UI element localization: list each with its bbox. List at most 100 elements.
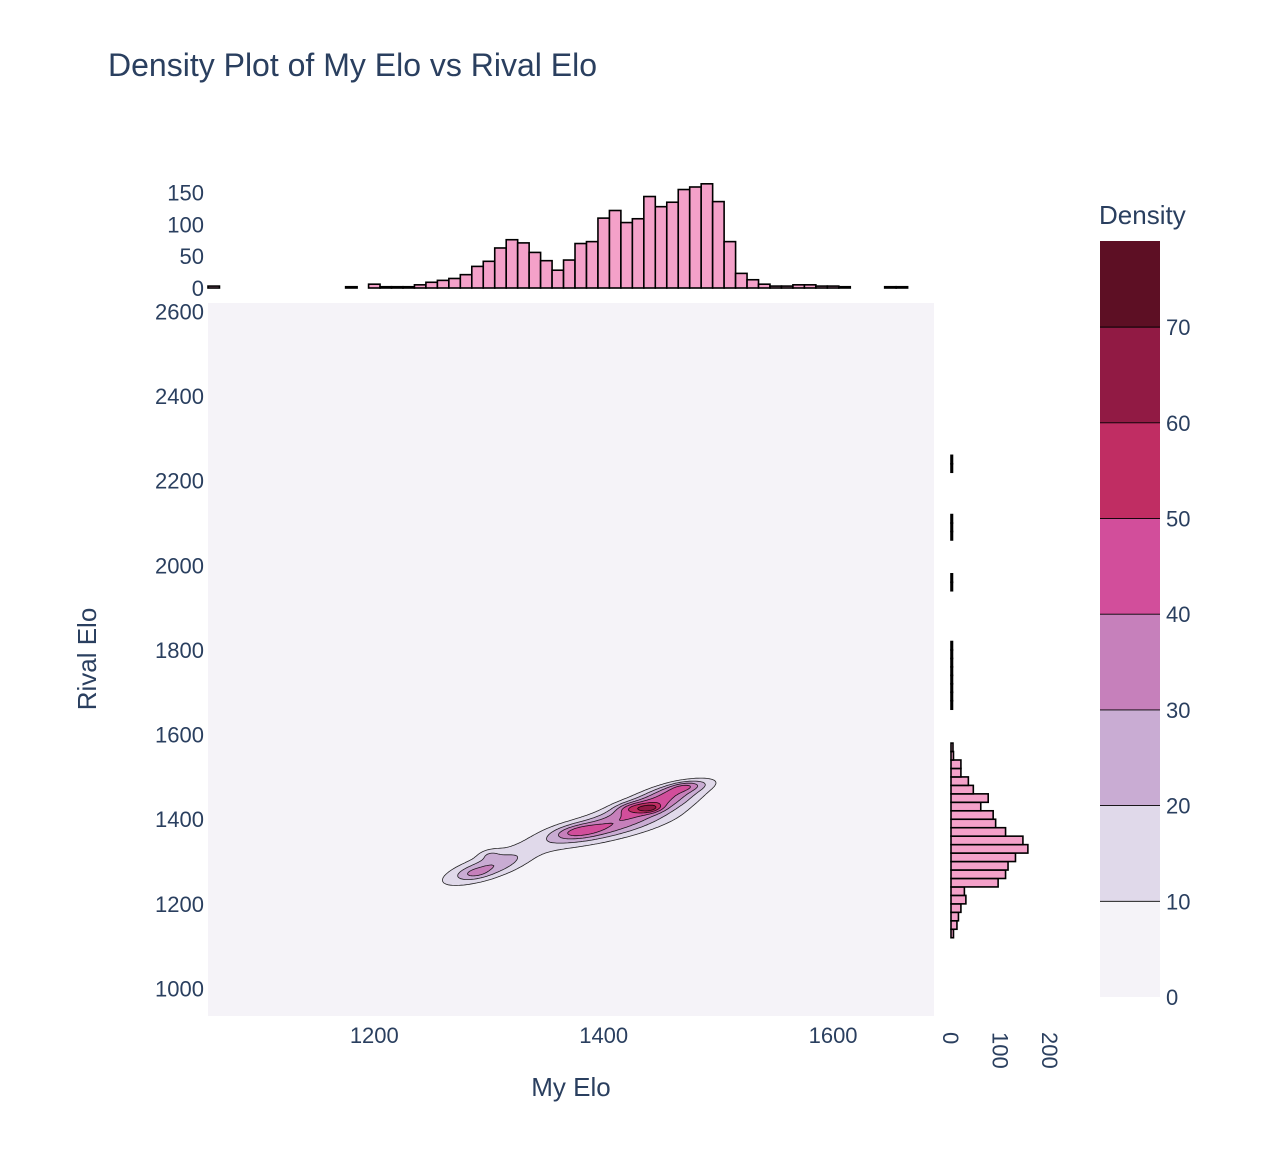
y-histogram-bar	[950, 852, 1017, 863]
y-tick-label: 2400	[155, 384, 204, 409]
x-histogram-bar	[792, 284, 806, 289]
x-histogram-bar	[665, 201, 680, 289]
y-histogram-bar	[950, 454, 954, 465]
y-histogram-bar	[950, 581, 954, 592]
x-histogram-bar	[344, 285, 358, 289]
x-histogram-bar	[895, 285, 909, 289]
y-tick-label: 1000	[155, 976, 204, 1001]
x-histogram-bar	[413, 284, 427, 289]
y-histogram-bar	[950, 759, 962, 770]
y-histogram-bar	[950, 835, 1024, 846]
x-histogram-bar	[436, 279, 450, 289]
y-tick-label: 1200	[155, 892, 204, 917]
y-histogram-tick: 200	[1037, 1032, 1062, 1069]
y-histogram-bar	[950, 928, 955, 939]
x-histogram-bar	[539, 259, 553, 289]
colorbar-band	[1100, 805, 1160, 902]
x-histogram-bar	[207, 285, 221, 289]
x-histogram-bar	[631, 217, 645, 289]
x-histogram-bar	[711, 200, 725, 289]
y-histogram-bar	[950, 877, 999, 888]
x-histogram-bar	[654, 205, 668, 289]
y-histogram-bar	[950, 666, 954, 677]
y-marginal-histogram	[950, 454, 1029, 939]
y-histogram-bar	[950, 649, 954, 660]
x-histogram-bar	[677, 188, 691, 289]
density-contours	[442, 777, 717, 886]
y-histogram-bar	[950, 903, 962, 914]
colorbar-tick: 10	[1166, 889, 1190, 914]
y-histogram-bar	[950, 640, 954, 651]
x-histogram-bar	[700, 183, 714, 289]
y-histogram-bar	[950, 809, 994, 821]
y-histogram-bar	[950, 522, 954, 533]
x-histogram-bar	[643, 195, 657, 289]
y-histogram-bar	[950, 869, 1007, 880]
x-histogram-bar	[803, 284, 817, 289]
y-axis-ticks: 1000 1200 1400 1600 1800 2000 2200 2400 2600	[155, 299, 204, 1001]
y-histogram-bar	[950, 911, 960, 922]
x-axis-label: My Elo	[531, 1072, 610, 1102]
y-tick-label: 2200	[155, 469, 204, 494]
y-histogram-bar	[950, 801, 982, 812]
y-tick-label: 1800	[155, 638, 204, 663]
x-tick-label: 1200	[350, 1023, 399, 1048]
x-histogram-bar	[528, 251, 542, 289]
y-tick-label: 1600	[155, 723, 204, 748]
x-histogram-bar	[608, 209, 622, 289]
x-histogram-tick: 0	[192, 276, 204, 301]
x-histogram-bar	[769, 285, 783, 289]
y-histogram-bar	[950, 919, 958, 931]
y-histogram-bar	[950, 513, 954, 524]
colorbar-tick: 20	[1166, 794, 1190, 819]
colorbar-tick: 50	[1166, 507, 1190, 532]
colorbar-band	[1100, 614, 1160, 710]
y-histogram-tick: 100	[988, 1032, 1013, 1069]
colorbar-band	[1100, 709, 1160, 806]
y-histogram-bar	[950, 691, 954, 702]
colorbar-tick: 0	[1166, 985, 1178, 1010]
x-axis-ticks: 1200 1400 1600	[350, 1023, 858, 1048]
colorbar-band	[1100, 518, 1160, 615]
x-histogram-bar	[883, 285, 897, 289]
contour-level-60	[637, 804, 657, 812]
chart-title: Density Plot of My Elo vs Rival Elo	[108, 47, 597, 83]
y-histogram-bar	[950, 462, 954, 474]
x-histogram-bar	[390, 285, 404, 289]
x-histogram-bar	[746, 278, 760, 289]
colorbar-title: Density	[1099, 200, 1186, 230]
x-histogram-bar	[620, 221, 634, 289]
x-histogram-bar	[470, 265, 485, 289]
colorbar-band	[1100, 327, 1160, 423]
y-histogram-bar	[950, 657, 954, 668]
y-histogram-bar	[950, 886, 966, 897]
x-histogram-bar	[459, 273, 473, 289]
y-tick-label: 2600	[155, 299, 204, 324]
y-histogram-bar	[950, 683, 954, 694]
y-histogram-bar	[950, 699, 954, 711]
y-histogram-bar	[950, 530, 954, 541]
x-histogram-bar	[815, 285, 829, 289]
x-histogram-bar	[367, 283, 381, 289]
x-histogram-bar	[493, 247, 507, 289]
x-histogram-tick: 100	[167, 212, 204, 237]
y-histogram-bar	[950, 826, 1007, 837]
y-tick-label: 1400	[155, 807, 204, 832]
y-histogram-bar	[950, 573, 954, 584]
x-histogram-bar	[505, 238, 519, 289]
x-histogram-tick: 50	[180, 244, 204, 269]
x-histogram-bar	[688, 186, 702, 289]
y-histogram-bar	[950, 674, 954, 685]
y-tick-label: 2000	[155, 553, 204, 578]
x-histogram-bar	[551, 269, 565, 289]
x-tick-label: 1400	[579, 1023, 628, 1048]
y-histogram-bar	[950, 784, 975, 795]
x-histogram-bar	[425, 281, 439, 289]
x-tick-label: 1600	[809, 1023, 858, 1048]
y-histogram-bar	[950, 767, 962, 778]
x-histogram-bar	[574, 242, 588, 289]
y-histogram-count-ticks: 0 100 200	[938, 1032, 1062, 1069]
x-histogram-bar	[826, 285, 840, 289]
colorbar	[1100, 241, 1160, 997]
